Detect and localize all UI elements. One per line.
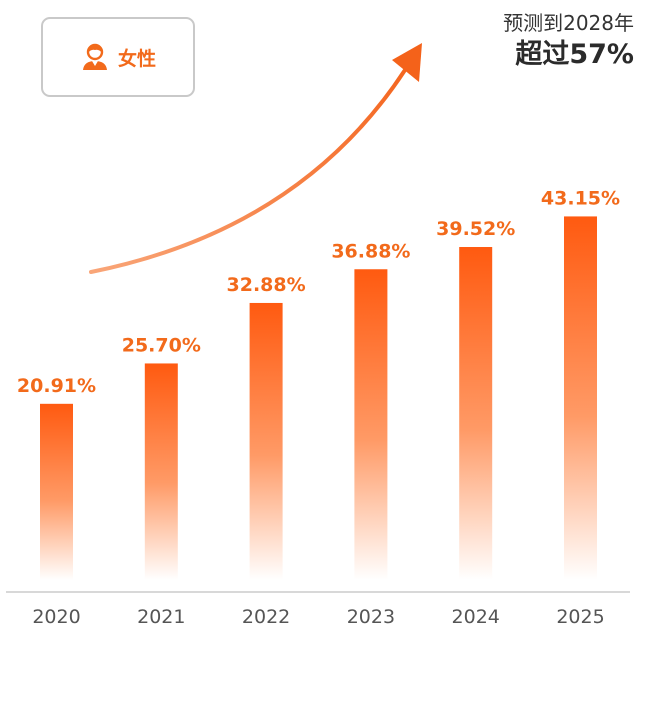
forecast-note: 预测到2028年 超过57% <box>503 8 634 72</box>
data-label-2023: 36.88% <box>331 240 410 262</box>
bar-2023 <box>354 269 388 580</box>
trend-arrow-head <box>392 43 422 82</box>
bar-2025 <box>564 216 597 580</box>
bar-2020 <box>40 403 73 580</box>
bar-2021 <box>144 363 178 580</box>
forecast-value: 超过57% <box>515 39 634 70</box>
data-label-2024: 39.52% <box>436 218 515 240</box>
x-tick-label-2021: 2021 <box>137 606 185 628</box>
legend-box: 女性 <box>41 17 195 97</box>
bar-2024 <box>459 247 493 581</box>
trend-arrow <box>89 68 407 274</box>
x-tick-label-2020: 2020 <box>32 606 80 628</box>
data-label-2020: 20.91% <box>17 375 96 397</box>
forecast-text: 预测到2028年 <box>503 11 634 35</box>
legend-label: 女性 <box>117 47 156 70</box>
x-tick-label-2025: 2025 <box>556 606 604 628</box>
x-tick-label-2023: 2023 <box>347 606 395 628</box>
x-tick-label-2022: 2022 <box>242 606 290 628</box>
data-label-2022: 32.88% <box>227 274 306 296</box>
data-label-2021: 25.70% <box>122 334 201 356</box>
data-label-2025: 43.15% <box>541 187 620 209</box>
x-tick-label-2024: 2024 <box>452 606 500 628</box>
female-user-icon <box>82 43 107 70</box>
bar-2022 <box>249 302 283 580</box>
